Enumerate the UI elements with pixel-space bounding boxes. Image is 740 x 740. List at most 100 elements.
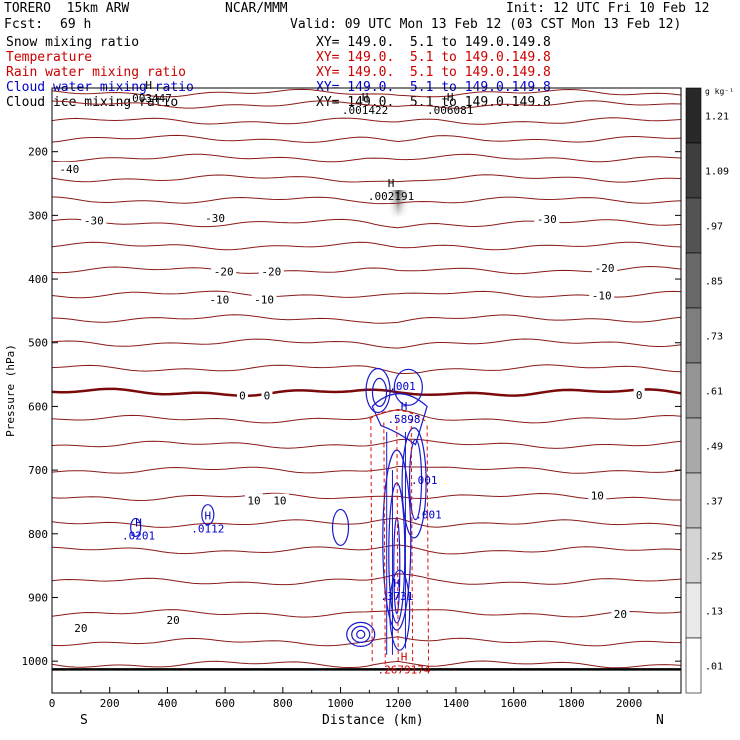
rain-water-contour xyxy=(396,419,399,665)
colorbar-label: .73 xyxy=(705,332,723,343)
x-axis-left-end: S xyxy=(80,713,88,728)
extremum-marker: H xyxy=(447,91,454,104)
temperature-contour xyxy=(51,196,682,205)
legend-temperature-xy: XY= 149.0. 5.1 to 149.0.149.8 xyxy=(316,50,551,65)
colorbar-segment xyxy=(685,197,702,254)
extremum-marker: H xyxy=(401,650,408,663)
temperature-label: -20 xyxy=(214,265,234,278)
colorbar-label: 1.09 xyxy=(705,167,729,178)
colorbar-label: 1.21 xyxy=(705,112,729,123)
cloud-water-contour xyxy=(356,629,366,640)
x-tick-label: 400 xyxy=(157,697,177,710)
temperature-label-bg xyxy=(211,264,237,277)
colorbar-label: .61 xyxy=(705,387,723,398)
temperature-contour xyxy=(51,517,682,528)
colorbar-segment xyxy=(685,362,702,419)
x-tick-label: 1000 xyxy=(327,697,354,710)
temperature-label-bg xyxy=(534,212,560,225)
colorbar-label: .49 xyxy=(705,442,723,453)
rain-water-contour xyxy=(426,425,430,665)
x-tick-label: 1400 xyxy=(443,697,470,710)
y-tick-label: 900 xyxy=(28,591,48,604)
temperature-label: -30 xyxy=(205,212,225,225)
legend-rain-label: Rain water mixing ratio xyxy=(6,65,187,80)
temperature-label: 20 xyxy=(167,614,180,627)
temperature-label-bg xyxy=(611,607,630,620)
forecast-label: Fcst: xyxy=(4,17,44,32)
cloud-water-contour xyxy=(371,393,428,446)
colorbar-label: .85 xyxy=(705,277,723,288)
extremum-value: .001 xyxy=(411,474,438,487)
temperature-label: 20 xyxy=(614,608,627,621)
temperature-label-bg xyxy=(251,292,277,305)
colorbar-segment xyxy=(685,527,702,584)
y-tick-label: 500 xyxy=(28,337,48,350)
extremum-marker: H xyxy=(393,577,400,590)
temperature-label: -10 xyxy=(254,293,274,306)
temperature-label-bg xyxy=(261,388,273,401)
init-time: Init: 12 UTC Fri 10 Feb 12 xyxy=(506,1,710,16)
extremum-value: .0201 xyxy=(122,530,155,543)
temperature-contour xyxy=(51,153,682,163)
temperature-contour xyxy=(51,609,682,618)
extremum-value: .2679174 xyxy=(378,663,431,676)
temperature-contour xyxy=(51,660,682,669)
snow-plume xyxy=(386,151,410,391)
cloud-water-contour xyxy=(371,377,388,408)
temperature-label: 0 xyxy=(636,389,643,402)
colorbar-segment xyxy=(685,142,702,199)
temperature-contour xyxy=(51,117,682,125)
colorbar-label: .01 xyxy=(705,662,723,673)
colorbar-segment xyxy=(685,307,702,364)
x-tick-label: 0 xyxy=(49,697,56,710)
y-tick-label: 400 xyxy=(28,273,48,286)
legend-rain-xy: XY= 149.0. 5.1 to 149.0.149.8 xyxy=(316,65,551,80)
temperature-contour xyxy=(51,265,682,275)
y-tick-label: 800 xyxy=(28,528,48,541)
temperature-label-bg xyxy=(592,261,618,274)
x-tick-label: 1200 xyxy=(385,697,412,710)
x-tick-label: 1600 xyxy=(500,697,527,710)
legend-snow-label: Snow mixing ratio xyxy=(6,35,140,50)
x-tick-label: 2000 xyxy=(616,697,643,710)
temperature-contour xyxy=(51,100,682,109)
extremum-marker: H xyxy=(135,517,142,530)
legend-temperature-label: Temperature xyxy=(6,50,93,65)
temperature-label: 0 xyxy=(239,390,246,403)
temperature-label-bg xyxy=(270,493,289,506)
temperature-contour xyxy=(51,241,682,251)
cloud-water-contour xyxy=(201,504,215,526)
temperature-label-bg xyxy=(71,621,90,634)
extremum-value: .001 xyxy=(389,380,416,393)
temperature-label-bg xyxy=(206,292,232,305)
temperature-contour xyxy=(51,174,682,183)
temperature-label-bg xyxy=(258,264,284,277)
extremum-marker: H xyxy=(401,400,408,413)
rain-water-contour xyxy=(410,419,414,665)
temperature-label-bg xyxy=(588,488,607,501)
y-axis-label: Pressure (hPa) xyxy=(4,344,17,437)
cloud-water-contour xyxy=(130,517,142,538)
organization: NCAR/MMM xyxy=(225,1,288,16)
temperature-label: -10 xyxy=(592,290,612,303)
rain-water-contour xyxy=(369,409,428,423)
x-tick-label: 800 xyxy=(273,697,293,710)
colorbar-label: .37 xyxy=(705,497,723,508)
cloud-water-contour xyxy=(408,439,423,521)
rain-water-contour xyxy=(383,422,386,665)
temperature-contour xyxy=(51,88,682,98)
y-tick-label: 600 xyxy=(28,400,48,413)
cloud-water-contour xyxy=(331,508,350,547)
colorbar-segment xyxy=(685,417,702,474)
extremum-value: .002191 xyxy=(368,190,414,203)
y-tick-label: 700 xyxy=(28,464,48,477)
colorbar-unit: g kg⁻¹ xyxy=(705,87,734,96)
extremum-marker: H xyxy=(204,510,211,523)
cloud-water-contour xyxy=(351,625,371,644)
temperature-label-bg xyxy=(633,387,645,400)
temperature-label: -20 xyxy=(261,265,281,278)
extremum-value: .5898 xyxy=(387,413,420,426)
temperature-contour xyxy=(51,218,682,229)
temperature-contour xyxy=(51,636,682,647)
